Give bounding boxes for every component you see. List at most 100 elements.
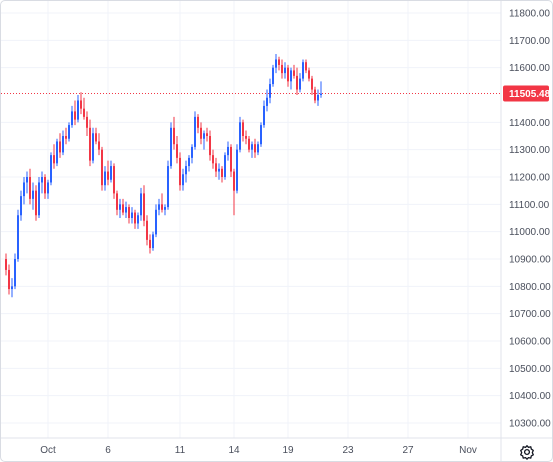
candle-body bbox=[44, 177, 46, 194]
candle-body bbox=[278, 59, 280, 65]
candle-body bbox=[302, 62, 304, 79]
candle-body bbox=[260, 125, 262, 145]
candle-body bbox=[125, 207, 127, 213]
candle-body bbox=[311, 78, 313, 90]
candle-body bbox=[41, 177, 43, 183]
time-tick-label: 6 bbox=[105, 445, 111, 456]
candle-body bbox=[167, 166, 169, 208]
candle-body bbox=[182, 174, 184, 186]
candle-body bbox=[137, 215, 139, 224]
price-tick-label: 10800.00 bbox=[509, 282, 551, 293]
candle-body bbox=[14, 259, 16, 287]
candle-body bbox=[80, 100, 82, 109]
candle-body bbox=[23, 182, 25, 197]
price-tick-label: 10500.00 bbox=[509, 364, 551, 375]
candle-body bbox=[308, 70, 310, 79]
candle-body bbox=[140, 193, 142, 216]
time-tick-label: Oct bbox=[40, 445, 56, 456]
candle-body bbox=[83, 108, 85, 117]
candle-body bbox=[53, 155, 55, 164]
time-tick-label: 19 bbox=[282, 445, 294, 456]
candle-body bbox=[188, 157, 190, 167]
candle-body bbox=[272, 67, 274, 85]
candle-body bbox=[158, 204, 160, 210]
candle-body bbox=[284, 67, 286, 74]
candle-body bbox=[293, 70, 295, 76]
time-tick-label: 14 bbox=[228, 445, 240, 456]
candle-body bbox=[116, 193, 118, 210]
candle-body bbox=[287, 67, 289, 82]
time-tick-label: 11 bbox=[175, 445, 186, 456]
candles bbox=[5, 54, 322, 298]
candle-body bbox=[179, 157, 181, 186]
candle-body bbox=[131, 212, 133, 218]
candle-body bbox=[221, 168, 223, 177]
time-tick-label: 27 bbox=[402, 445, 414, 456]
candle-body bbox=[62, 136, 64, 153]
candle-body bbox=[200, 127, 202, 139]
candle-body bbox=[215, 163, 217, 172]
price-axis[interactable]: 11800.00 11700.00 11600.00 11400.00 11300.00… bbox=[509, 9, 551, 430]
time-axis[interactable]: Oct 6 11 14 19 23 27 Nov bbox=[40, 445, 477, 456]
candle-body bbox=[32, 190, 34, 199]
candle-body bbox=[176, 144, 178, 158]
candle-body bbox=[56, 141, 58, 164]
price-tick-label: 10600.00 bbox=[509, 337, 551, 348]
candle-body bbox=[305, 62, 307, 71]
candle-body bbox=[161, 204, 163, 210]
candle-body bbox=[119, 204, 121, 210]
candle-body bbox=[128, 207, 130, 218]
candle-body bbox=[233, 171, 235, 191]
candle-body bbox=[8, 269, 10, 290]
candle-body bbox=[203, 133, 205, 139]
settings-button[interactable] bbox=[520, 445, 534, 460]
candle-body bbox=[173, 127, 175, 145]
candle-body bbox=[107, 171, 109, 180]
candle-body bbox=[251, 144, 253, 150]
grid bbox=[1, 1, 501, 438]
candle-body bbox=[257, 144, 259, 153]
candle-body bbox=[86, 116, 88, 128]
candle-body bbox=[164, 207, 166, 210]
candle-body bbox=[74, 111, 76, 120]
candle-body bbox=[50, 155, 52, 183]
candle-body bbox=[239, 122, 241, 150]
candle-body bbox=[209, 136, 211, 156]
current-price-label: 11505.48 bbox=[503, 85, 551, 102]
candle-body bbox=[224, 155, 226, 177]
candle-body bbox=[296, 75, 298, 90]
candle-body bbox=[59, 141, 61, 153]
candle-body bbox=[299, 78, 301, 90]
candle-body bbox=[11, 286, 13, 290]
current-price-text: 11505.48 bbox=[509, 89, 551, 100]
candle-body bbox=[20, 196, 22, 216]
candle-body bbox=[104, 171, 106, 186]
candle-body bbox=[149, 239, 151, 249]
candle-body bbox=[38, 182, 40, 216]
candle-body bbox=[89, 127, 91, 161]
candle-body bbox=[218, 168, 220, 172]
candle-body bbox=[143, 193, 145, 221]
candle-body bbox=[113, 166, 115, 194]
candle-body bbox=[314, 89, 316, 101]
candle-body bbox=[269, 84, 271, 98]
candle-body bbox=[191, 146, 193, 158]
candle-body bbox=[266, 97, 268, 106]
candle-body bbox=[71, 111, 73, 126]
candle-body bbox=[155, 209, 157, 235]
candle-body bbox=[263, 105, 265, 126]
candle-body bbox=[65, 136, 67, 139]
candle-body bbox=[152, 234, 154, 249]
candle-body bbox=[122, 204, 124, 213]
candle-body bbox=[230, 146, 232, 172]
candle-body bbox=[29, 177, 31, 199]
candle-body bbox=[68, 125, 70, 139]
price-tick-label: 11300.00 bbox=[509, 145, 550, 156]
price-tick-label: 11700.00 bbox=[509, 36, 550, 47]
candle-body bbox=[98, 141, 100, 150]
candle-body bbox=[170, 127, 172, 167]
candle-body bbox=[236, 149, 238, 191]
candle-body bbox=[35, 190, 37, 216]
